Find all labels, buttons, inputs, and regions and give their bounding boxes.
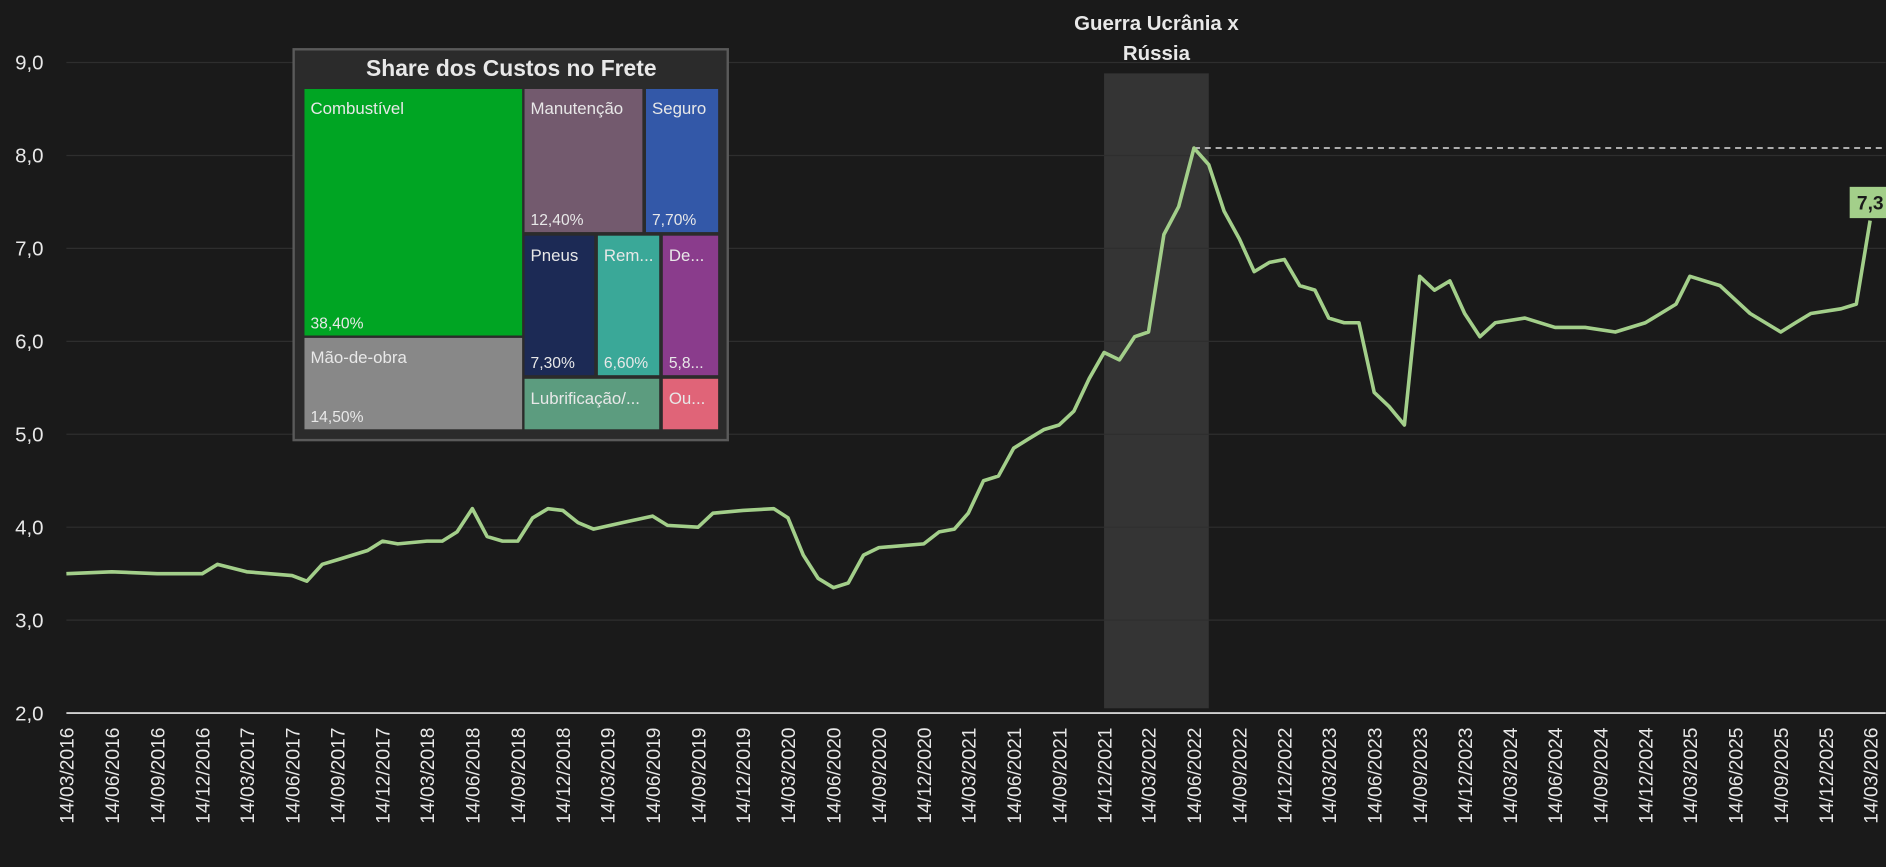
value-label: 7,3 (1857, 194, 1884, 215)
x-tick-label: 14/12/2016 (193, 728, 214, 824)
y-tick-label: 9,0 (15, 52, 43, 75)
x-tick-label: 14/09/2023 (1411, 728, 1432, 824)
x-tick-label: 14/09/2016 (148, 728, 169, 824)
treemap-label: Pneus (531, 246, 579, 265)
x-tick-label: 14/12/2019 (734, 728, 755, 824)
x-tick-label: 14/09/2020 (870, 728, 891, 824)
x-tick-label: 14/03/2019 (598, 728, 619, 824)
treemap-cell (304, 337, 523, 430)
annotation-text: Guerra Ucrânia x (1074, 12, 1239, 35)
x-tick-label: 14/03/2016 (58, 728, 79, 824)
treemap-value: 6,60% (604, 355, 648, 372)
y-tick-label: 7,0 (15, 238, 43, 261)
annotation-span (1104, 73, 1209, 709)
x-tick-label: 14/06/2025 (1727, 728, 1748, 824)
x-tick-label: 14/03/2023 (1320, 728, 1341, 824)
x-tick-label: 14/06/2023 (1365, 728, 1386, 824)
x-tick-label: 14/03/2025 (1681, 728, 1702, 824)
x-tick-label: 14/03/2020 (779, 728, 800, 824)
x-tick-label: 14/09/2019 (689, 728, 710, 824)
x-tick-label: 14/12/2018 (554, 728, 575, 824)
x-tick-label: 14/03/2018 (418, 728, 439, 824)
x-tick-label: 14/06/2021 (1005, 728, 1026, 824)
x-tick-label: 14/12/2021 (1095, 728, 1116, 824)
x-tick-label: 14/03/2024 (1501, 727, 1522, 823)
x-tick-label: 14/06/2024 (1546, 727, 1567, 823)
x-tick-label: 14/12/2020 (915, 728, 936, 824)
x-tick-label: 14/09/2018 (509, 728, 530, 824)
x-tick-label: 14/03/2021 (959, 728, 980, 824)
x-tick-label: 14/12/2024 (1637, 727, 1658, 823)
treemap-cell (524, 378, 660, 430)
treemap-label: De... (669, 246, 705, 265)
y-tick-label: 3,0 (15, 609, 43, 632)
x-tick-label: 14/06/2019 (644, 728, 665, 824)
x-tick-label: 14/06/2022 (1185, 728, 1206, 824)
y-tick-label: 2,0 (15, 702, 43, 725)
treemap-cell (597, 235, 660, 376)
x-tick-label: 14/09/2022 (1231, 728, 1252, 824)
x-tick-label: 14/12/2023 (1456, 728, 1477, 824)
x-tick-label: 14/12/2022 (1276, 728, 1297, 824)
x-tick-label: 14/09/2017 (329, 728, 350, 824)
treemap-label: Ou... (669, 389, 705, 408)
treemap-title: Share dos Custos no Frete (366, 55, 656, 81)
treemap-cell (662, 378, 719, 430)
treemap-value: 7,70% (652, 212, 696, 229)
treemap-label: Manutenção (531, 99, 624, 118)
x-tick-label: 14/09/2024 (1592, 727, 1613, 823)
treemap-value: 38,40% (310, 315, 363, 332)
y-tick-label: 5,0 (15, 423, 43, 446)
x-tick-label: 14/06/2017 (283, 728, 304, 824)
treemap-cell (524, 235, 595, 376)
treemap-value: 12,40% (531, 212, 584, 229)
x-tick-label: 14/06/2020 (825, 728, 846, 824)
x-tick-label: 14/06/2018 (464, 728, 485, 824)
treemap-cell (304, 88, 523, 336)
x-tick-label: 14/12/2017 (374, 728, 395, 824)
line (66, 146, 1872, 590)
value-label-box (1849, 186, 1886, 219)
treemap-value: 14,50% (310, 409, 363, 426)
treemap-cell (524, 88, 643, 233)
x-tick-label: 14/09/2021 (1050, 728, 1071, 824)
treemap-value: 5,8... (669, 355, 704, 372)
annotation-text: Rússia (1123, 42, 1191, 65)
treemap-label: Mão-de-obra (310, 348, 407, 367)
treemap-cell (662, 235, 719, 376)
treemap-label: Lubrificação/... (531, 389, 640, 408)
treemap-label: Rem... (604, 246, 654, 265)
treemap-label: Combustível (310, 99, 404, 118)
x-tick-label: 14/09/2025 (1772, 728, 1793, 824)
treemap-label: Seguro (652, 99, 706, 118)
x-tick-label: 14/03/2017 (238, 728, 259, 824)
x-tick-label: 14/03/2026 (1861, 728, 1882, 824)
y-tick-label: 6,0 (15, 331, 43, 354)
x-tick-label: 14/03/2022 (1140, 728, 1161, 824)
x-tick-label: 14/12/2025 (1817, 728, 1838, 824)
treemap-value: 7,30% (531, 355, 575, 372)
y-tick-label: 4,0 (15, 516, 43, 539)
y-tick-label: 8,0 (15, 145, 43, 168)
x-tick-label: 14/06/2016 (103, 728, 124, 824)
treemap-cell (645, 88, 719, 233)
